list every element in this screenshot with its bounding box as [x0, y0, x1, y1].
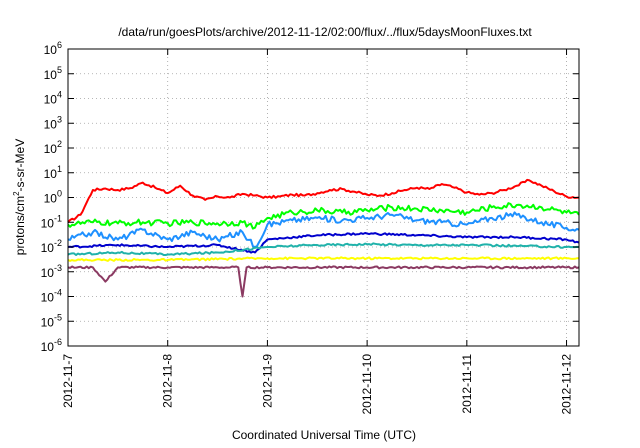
y-axis-label-sup: 2 — [12, 191, 21, 196]
series-group — [67, 178, 580, 298]
x-tick-label: 2012-11-12 — [560, 354, 574, 415]
y-tick-label: 10-3 — [41, 263, 62, 280]
series-line — [67, 202, 580, 230]
y-tick-label: 10-2 — [41, 238, 62, 255]
y-axis-label-rest: -s-sr-MeV — [13, 139, 27, 192]
y-tick-label: 10-6 — [41, 337, 62, 354]
x-tick-label: 2012-11-9 — [260, 354, 274, 408]
series-line — [67, 256, 579, 262]
y-tick-label: 100 — [44, 189, 62, 206]
x-tick-label: 2012-11-11 — [460, 354, 474, 414]
series-line — [67, 242, 580, 256]
y-tick-label: 10-4 — [41, 288, 62, 305]
y-axis-label-group: protons/cm2-s-sr-MeV — [12, 139, 27, 255]
series-line — [67, 232, 580, 254]
series-line — [67, 265, 580, 298]
x-tick-label: 2012-11-7 — [61, 354, 75, 408]
y-tick-label: 10-1 — [41, 213, 62, 230]
y-tick-label: 102 — [44, 139, 62, 156]
y-tick-label: 10-5 — [41, 312, 62, 329]
series-line — [67, 211, 580, 248]
y-tick-label: 104 — [44, 90, 62, 107]
x-axis-label: Coordinated Universal Time (UTC) — [232, 428, 416, 442]
axis-ticks: 10-6 10-5 10-4 10-3 10-2 10-1 100 101 102 103 104 1… — [41, 40, 579, 415]
y-axis-label: protons/cm2-s-sr-MeV — [12, 139, 27, 255]
grid — [67, 49, 579, 346]
y-tick-label: 103 — [44, 114, 62, 131]
y-tick-label: 106 — [44, 40, 62, 57]
y-tick-label: 101 — [44, 164, 62, 181]
y-tick-label: 105 — [44, 65, 62, 82]
x-tick-label: 2012-11-8 — [161, 354, 175, 408]
chart-title: /data/run/goesPlots/archive/2012-11-12/0… — [118, 25, 532, 39]
series-line — [67, 178, 580, 223]
y-axis-label-base: protons/cm — [13, 196, 27, 255]
x-tick-label: 2012-11-10 — [360, 354, 374, 415]
